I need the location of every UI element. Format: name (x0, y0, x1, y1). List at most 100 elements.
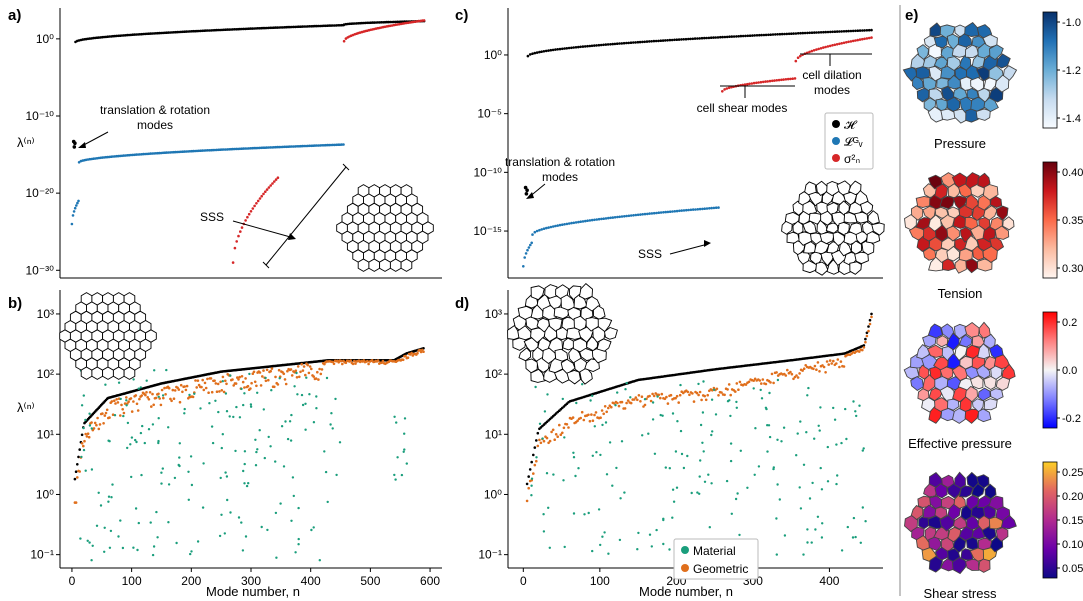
material-point (315, 395, 318, 398)
geometric-point (796, 376, 800, 379)
geometric-point (734, 390, 737, 393)
material-point (226, 498, 229, 502)
geometric-point (136, 409, 140, 412)
legend-material-marker (681, 546, 689, 554)
hessian-point (794, 32, 798, 35)
geometric-point (184, 388, 188, 392)
colorbar (1042, 161, 1058, 279)
geometric-point (663, 397, 667, 401)
material-point (183, 412, 186, 415)
colorbar (1042, 461, 1058, 579)
colorbar-tick-label: 0.05 (1062, 563, 1083, 575)
geometric-point (367, 362, 370, 366)
laplacian-point (524, 252, 528, 255)
geometric-point (163, 386, 166, 390)
laplacian-point (574, 221, 578, 224)
cell (977, 387, 991, 402)
material-point (221, 433, 224, 436)
material-point (768, 435, 772, 439)
sigma-point (815, 48, 818, 51)
laplacian-point (668, 210, 672, 213)
geometric-point (726, 388, 729, 391)
geometric-point (582, 418, 586, 422)
geometric-point (159, 403, 163, 407)
material-point (757, 465, 761, 468)
material-point (836, 474, 839, 477)
inset-hex-lattice-b (59, 292, 157, 380)
cell (969, 375, 984, 390)
geometric-point (744, 383, 748, 386)
material-point (650, 545, 653, 548)
laplacian-point (523, 256, 526, 259)
geometric-point (130, 410, 134, 413)
cell (958, 334, 973, 348)
geometric-point (351, 362, 355, 366)
hessian-point (783, 32, 786, 36)
material-point (153, 369, 156, 372)
material-point (820, 536, 824, 539)
hessian-point (712, 36, 715, 39)
geometric-point (169, 397, 172, 401)
geometric-point (698, 390, 702, 394)
material-point (776, 438, 779, 441)
geometric-point (567, 426, 570, 429)
geometric-point (157, 392, 160, 396)
geometric-point (243, 386, 246, 389)
hessian-point (523, 185, 528, 190)
geometric-point (244, 377, 247, 380)
material-point (730, 512, 733, 515)
material-point (599, 453, 602, 457)
material-point (135, 440, 138, 444)
geometric-point (339, 359, 343, 363)
sigma-point (796, 56, 800, 59)
material-point (746, 486, 749, 489)
material-point (591, 394, 594, 397)
a-sss-arrow (232, 220, 295, 239)
laplacian-point (527, 246, 531, 249)
laplacian-point (671, 210, 674, 213)
material-point (243, 482, 246, 485)
material-point (835, 443, 838, 446)
material-point (152, 545, 156, 548)
hessian-point (206, 29, 209, 32)
geometric-point (295, 376, 299, 379)
geometric-point (83, 439, 86, 443)
material-point (189, 552, 192, 556)
geometric-point (151, 392, 154, 396)
material-point (675, 486, 679, 489)
cell (854, 251, 869, 265)
geometric-point (213, 379, 216, 383)
hessian-point (824, 30, 827, 34)
laplacian-point (639, 213, 642, 216)
geometric-point (331, 360, 335, 364)
material-point (776, 483, 779, 486)
hessian-point (868, 318, 872, 322)
hessian-point (376, 21, 380, 24)
hessian-point (813, 31, 816, 34)
geometric-point (822, 365, 826, 369)
cell (928, 387, 944, 402)
geometric-point (648, 394, 651, 398)
sigma-point (856, 38, 859, 42)
material-point (167, 483, 171, 486)
material-point (703, 480, 707, 483)
material-point (256, 448, 259, 451)
cell (798, 191, 812, 207)
sigma-point (422, 19, 426, 22)
geometric-point (691, 392, 694, 395)
material-point (574, 474, 577, 478)
material-point (403, 432, 406, 435)
legend-geometric-label: Geometric (693, 562, 748, 576)
laplacian-point (76, 201, 79, 205)
material-point (145, 379, 148, 382)
geometric-point (620, 400, 624, 404)
legend-sigma-label: σ²ₙ (844, 152, 860, 166)
legend-laplacian-label: 𝓛ᴳᵥ (844, 135, 863, 149)
sigma-point (727, 86, 731, 90)
material-point (88, 412, 91, 415)
hessian-point (327, 24, 331, 27)
laplacian-point (712, 206, 716, 210)
material-point (846, 525, 849, 529)
hessian-point (769, 33, 772, 36)
material-point (266, 528, 269, 532)
